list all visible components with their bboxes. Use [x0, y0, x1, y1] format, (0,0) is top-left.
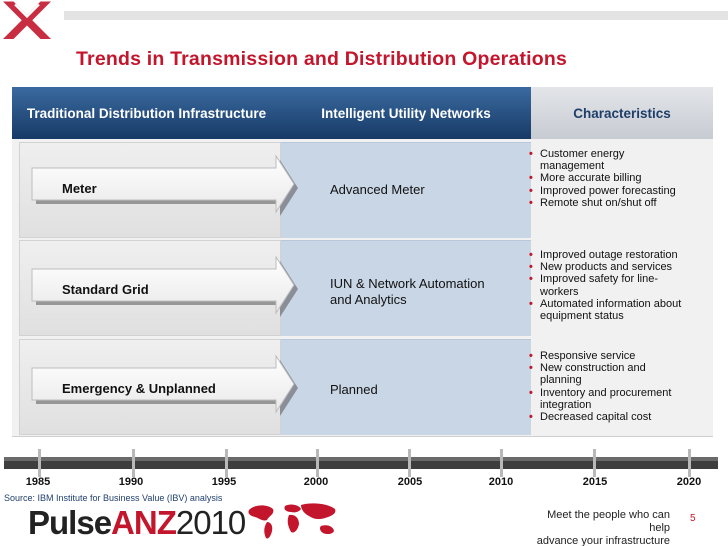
list-item: New construction and planning — [529, 362, 679, 386]
page-number: 5 — [690, 513, 696, 524]
header-characteristics: Characteristics — [531, 87, 713, 139]
timeline-tick — [500, 449, 503, 477]
traditional-label-emergency: Emergency & Unplanned — [62, 381, 216, 396]
footer-tagline: Meet the people who can help advance you… — [530, 509, 670, 546]
intelligent-cell — [281, 142, 531, 238]
list-item: Improved outage restoration — [529, 249, 711, 261]
timeline-label: 1990 — [118, 476, 144, 488]
world-map-icon — [248, 503, 336, 539]
list-item: Automated information about equipment st… — [529, 298, 689, 322]
brand-pulse: Pulse — [28, 504, 112, 541]
list-item: Remote shut on/shut off — [529, 197, 679, 209]
brand-year: 2010 — [175, 504, 246, 541]
list-item: More accurate billing — [529, 172, 679, 184]
characteristics-list: Responsive service New construction and … — [529, 350, 709, 423]
timeline-tick — [132, 449, 135, 477]
intelligent-cell — [281, 339, 531, 435]
timeline-tick — [225, 449, 228, 477]
timeline-tick — [38, 449, 41, 477]
timeline-label: 1985 — [25, 476, 51, 488]
characteristics-list: Customer energy management More accurate… — [529, 148, 679, 209]
timeline-label: 2020 — [676, 476, 702, 488]
pulse-anz-logo: PulseANZ2010 — [28, 504, 246, 541]
list-item: Decreased capital cost — [529, 411, 709, 423]
list-item: Inventory and procurement integration — [529, 387, 701, 411]
traditional-label-standard-grid: Standard Grid — [62, 282, 149, 297]
timeline-label: 1995 — [211, 476, 237, 488]
list-item: Improved safety for line-workers — [529, 273, 659, 297]
list-item: Improved power forecasting — [529, 185, 679, 197]
source-note: Source: IBM Institute for Business Value… — [4, 493, 223, 503]
transition-arrow — [31, 154, 298, 216]
list-item: New products and services — [529, 261, 711, 273]
header-traditional: Traditional Distribution Infrastructure — [12, 87, 281, 139]
timeline-axis — [4, 449, 718, 477]
timeline-label: 2000 — [303, 476, 329, 488]
timeline-label: 2010 — [488, 476, 514, 488]
header-intelligent: Intelligent Utility Networks — [281, 87, 531, 139]
top-rule — [64, 11, 728, 20]
transition-arrow — [31, 255, 298, 317]
brand-anz: ANZ — [111, 504, 177, 541]
timeline-tick — [688, 449, 691, 477]
intelligent-label-advanced-meter: Advanced Meter — [330, 182, 425, 197]
slide-title: Trends in Transmission and Distribution … — [76, 48, 568, 70]
timeline-tick — [408, 449, 411, 477]
intelligent-label-iun-line2: and Analytics — [330, 292, 407, 307]
timeline-label: 2015 — [582, 476, 608, 488]
corner-logo — [0, 0, 74, 40]
timeline-tick — [316, 449, 319, 477]
tagline-line2: advance your infrastructure — [536, 535, 670, 546]
list-item: Responsive service — [529, 350, 709, 362]
traditional-label-meter: Meter — [62, 181, 97, 196]
timeline-label: 2005 — [397, 476, 423, 488]
tagline-line1: Meet the people who can help — [547, 509, 670, 534]
timeline-tick — [593, 449, 596, 477]
transition-arrow — [31, 354, 298, 416]
intelligent-label-planned: Planned — [330, 382, 378, 397]
intelligent-label-iun-line1: IUN & Network Automation — [330, 276, 485, 291]
list-item: Customer energy management — [529, 148, 679, 172]
intelligent-cell — [281, 240, 531, 336]
characteristics-list: Improved outage restoration New products… — [529, 249, 711, 322]
